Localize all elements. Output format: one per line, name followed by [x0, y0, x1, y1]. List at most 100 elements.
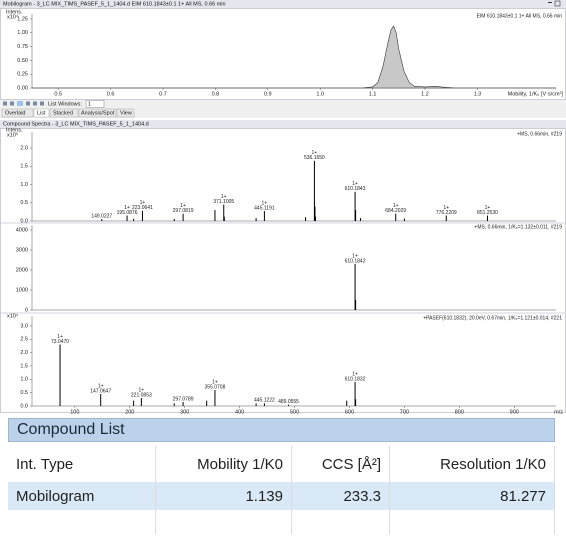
peak-label: 195.0876: [117, 210, 138, 216]
peak-charge: 1+: [138, 387, 144, 393]
x-tick-label: 100: [70, 409, 79, 414]
list-windows-value[interactable]: 1: [88, 101, 91, 107]
y-tick-label: 1.5: [20, 164, 28, 170]
peak-label: 851.2530: [477, 210, 498, 216]
x-tick-label: 1.2: [421, 91, 429, 97]
peak-label: 445.1222: [254, 398, 275, 404]
peak-charge: 1+: [212, 379, 218, 385]
minimize-button[interactable]: [548, 2, 552, 3]
peak-charge: 1+: [57, 334, 63, 340]
peak-charge: 1+: [352, 181, 358, 187]
x-tick-label: 1.3: [474, 91, 482, 97]
y-tick-label: 0: [25, 307, 28, 313]
peak-label: 610.1843: [345, 186, 366, 192]
chart-windows: Mobilogram - 3_LC MIX_TIMS_PASEF_5_1_140…: [0, 0, 566, 414]
y-tick-label: 0.25: [17, 72, 28, 78]
tab-active[interactable]: [33, 108, 50, 118]
maximize-button[interactable]: [554, 0, 561, 7]
peak-label: 297.0789: [173, 396, 194, 402]
window-title-bar: [0, 120, 566, 128]
peak-label: 610.1842: [345, 258, 366, 264]
y-axis-exponent: x10⁴: [7, 312, 19, 319]
tool-icon[interactable]: [10, 101, 14, 106]
list-windows-input[interactable]: [85, 100, 105, 108]
panel: [0, 8, 566, 100]
tab-label[interactable]: Overlaid: [5, 110, 25, 116]
legend: EIM 610.1843±0.1 1+ All MS, 0.66 min: [477, 13, 563, 19]
window-title-bar: [0, 0, 566, 8]
y-tick-label: 0.50: [17, 58, 28, 64]
cell: 1.139: [155, 482, 292, 510]
table-row[interactable]: Mobilogram 1.139 233.3 81.277: [8, 482, 555, 510]
peak-label: 355.0708: [205, 384, 226, 390]
empty-row: [8, 510, 555, 534]
peak-label: 776.2209: [436, 210, 457, 216]
tool-icon[interactable]: [33, 101, 37, 106]
window-title: Compound Spectra - 3_LC MIX_TIMS_PASEF_5…: [3, 121, 149, 127]
legend: +PASEF(610.1832), 20.0eV, 0.67min, 1/K₀=…: [423, 315, 562, 321]
compound-list-header: Compound List: [8, 418, 555, 442]
x-tick-label: 0.8: [212, 91, 220, 97]
peak-charge: 1+: [180, 203, 186, 209]
cell: Mobilogram: [8, 482, 156, 510]
y-tick-label: 0.5: [20, 390, 28, 396]
y-tick-label: 1.00: [17, 30, 28, 36]
tab[interactable]: [49, 108, 79, 118]
peak-label: 149.0227: [91, 214, 112, 220]
peak-label: 489.0555: [278, 399, 299, 405]
y-tick-label: 2.0: [20, 146, 28, 152]
x-tick-label: 900: [510, 409, 519, 414]
tab-label[interactable]: List: [37, 110, 46, 116]
peak-label: 147.0647: [90, 388, 111, 394]
peak-label: 73.0470: [51, 339, 69, 345]
mobilogram-area: [32, 25, 556, 89]
peak-label: 684.2029: [385, 208, 406, 214]
y-tick-label: 2000: [16, 267, 28, 273]
column-header[interactable]: CCS [Å²]: [291, 446, 390, 482]
compound-table: Int. Type Mobility 1/K0 CCS [Å²] Resolut…: [8, 446, 555, 534]
tab-label[interactable]: View: [120, 110, 132, 116]
y-tick-label: 1.5: [20, 363, 28, 369]
tool-icon[interactable]: [40, 101, 44, 106]
cell: 81.277: [389, 482, 555, 510]
panel: [0, 128, 566, 413]
column-header[interactable]: Resolution 1/K0: [389, 446, 555, 482]
peak-charge: 1+: [443, 205, 449, 211]
x-axis-title: m/z: [554, 409, 563, 414]
tab[interactable]: [1, 108, 34, 118]
peak-charge: 1+: [352, 371, 358, 377]
tool-icon[interactable]: [17, 101, 23, 106]
tab[interactable]: [78, 108, 117, 118]
x-tick-label: 500: [290, 409, 299, 414]
x-tick-label: 600: [345, 409, 354, 414]
y-tick-label: 1.0: [20, 182, 28, 188]
x-tick-label: 800: [455, 409, 464, 414]
y-tick-label: 3000: [16, 247, 28, 253]
header-row: Int. Type Mobility 1/K0 CCS [Å²] Resolut…: [8, 446, 555, 482]
x-tick-label: 400: [235, 409, 244, 414]
x-tick-label: 0.9: [264, 91, 272, 97]
peak-label: 297.0819: [173, 208, 194, 214]
legend: +MS, 0.66min, #219: [517, 131, 562, 137]
tool-icon[interactable]: [3, 101, 7, 106]
tab-label[interactable]: Analysis/Spot: [81, 110, 115, 116]
tab-label[interactable]: Stacked: [53, 110, 73, 116]
tab[interactable]: [116, 108, 135, 118]
toolbar: List Windows: 1: [0, 100, 566, 108]
x-tick-label: 0.7: [159, 91, 167, 97]
peak-charge: 1+: [98, 383, 104, 389]
y-tick-label: 1.25: [17, 16, 28, 22]
window-title: Mobilogram - 3_LC MIX_TIMS_PASEF_5_1_140…: [3, 1, 226, 7]
x-tick-label: 200: [125, 409, 134, 414]
y-tick-label: 0.0: [20, 403, 28, 409]
y-axis-exponent: x10⁵: [7, 131, 18, 138]
column-header[interactable]: Mobility 1/K0: [155, 446, 292, 482]
x-axis-title: Mobility, 1/K₀ [V·s/cm²]: [508, 91, 564, 97]
cell: 233.3: [291, 482, 390, 510]
column-header[interactable]: Int. Type: [8, 446, 156, 482]
tab-bar: Overlaid List Stacked Analysis/Spot View: [0, 108, 566, 118]
tool-icon[interactable]: [26, 101, 30, 106]
peak-charge: 1+: [221, 194, 227, 200]
x-tick-label: 1.0: [316, 91, 324, 97]
x-tick-label: 0.6: [107, 91, 115, 97]
